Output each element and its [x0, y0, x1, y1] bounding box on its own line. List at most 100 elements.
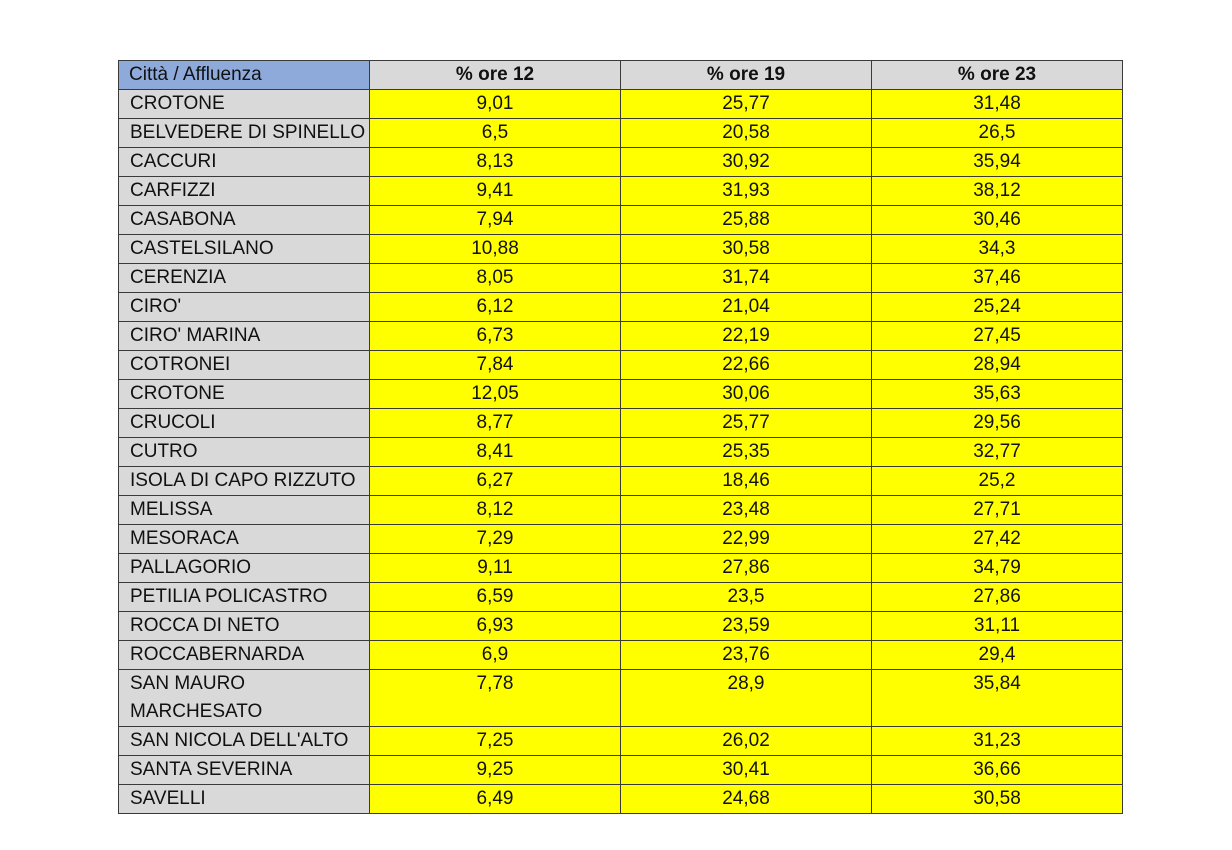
value-cell: 29,56 — [871, 408, 1123, 438]
value-cell: 9,11 — [369, 553, 621, 583]
city-cell: COTRONEI — [118, 350, 370, 380]
value-cell: 7,94 — [369, 205, 621, 235]
value-cell: 30,46 — [871, 205, 1123, 235]
value-cell: 35,63 — [871, 379, 1123, 409]
value-cell: 23,48 — [620, 495, 872, 525]
city-cell: SAVELLI — [118, 784, 370, 814]
value-cell: 24,68 — [620, 784, 872, 814]
value-cell: 7,78 — [369, 669, 621, 727]
value-cell: 30,58 — [871, 784, 1123, 814]
city-cell: CRUCOLI — [118, 408, 370, 438]
value-cell: 28,94 — [871, 350, 1123, 380]
value-cell: 31,48 — [871, 89, 1123, 119]
header-ore-12: % ore 12 — [369, 60, 621, 90]
city-cell: CUTRO — [118, 437, 370, 467]
value-cell: 27,42 — [871, 524, 1123, 554]
value-cell: 8,77 — [369, 408, 621, 438]
table-row: ROCCABERNARDA 6,9 23,76 29,4 — [118, 640, 1123, 670]
value-cell: 7,29 — [369, 524, 621, 554]
turnout-table: Città / Affluenza % ore 12 % ore 19 % or… — [118, 60, 1123, 814]
value-cell: 6,93 — [369, 611, 621, 641]
value-cell: 27,86 — [871, 582, 1123, 612]
city-cell: BELVEDERE DI SPINELLO — [118, 118, 370, 148]
value-cell: 30,58 — [620, 234, 872, 264]
city-cell: ROCCABERNARDA — [118, 640, 370, 670]
value-cell: 25,24 — [871, 292, 1123, 322]
table-row: BELVEDERE DI SPINELLO 6,5 20,58 26,5 — [118, 118, 1123, 148]
value-cell: 31,74 — [620, 263, 872, 293]
value-cell: 9,41 — [369, 176, 621, 206]
value-cell: 6,5 — [369, 118, 621, 148]
city-cell: MELISSA — [118, 495, 370, 525]
value-cell: 9,01 — [369, 89, 621, 119]
value-cell: 30,92 — [620, 147, 872, 177]
value-cell: 31,11 — [871, 611, 1123, 641]
value-cell: 29,4 — [871, 640, 1123, 670]
value-cell: 6,73 — [369, 321, 621, 351]
table-row: CUTRO 8,41 25,35 32,77 — [118, 437, 1123, 467]
table-row: MELISSA 8,12 23,48 27,71 — [118, 495, 1123, 525]
value-cell: 23,5 — [620, 582, 872, 612]
table-row: CACCURI 8,13 30,92 35,94 — [118, 147, 1123, 177]
value-cell: 25,77 — [620, 408, 872, 438]
value-cell: 20,58 — [620, 118, 872, 148]
value-cell: 25,77 — [620, 89, 872, 119]
city-cell: SANTA SEVERINA — [118, 755, 370, 785]
value-cell: 27,86 — [620, 553, 872, 583]
city-cell: CROTONE — [118, 89, 370, 119]
value-cell: 6,12 — [369, 292, 621, 322]
table-row: MESORACA 7,29 22,99 27,42 — [118, 524, 1123, 554]
city-cell: CERENZIA — [118, 263, 370, 293]
city-cell: CIRO' — [118, 292, 370, 322]
table-row: CIRO' 6,12 21,04 25,24 — [118, 292, 1123, 322]
value-cell: 6,49 — [369, 784, 621, 814]
table-row: CIRO' MARINA 6,73 22,19 27,45 — [118, 321, 1123, 351]
city-cell: CASTELSILANO — [118, 234, 370, 264]
value-cell: 12,05 — [369, 379, 621, 409]
header-ore-19: % ore 19 — [620, 60, 872, 90]
table-row: CERENZIA 8,05 31,74 37,46 — [118, 263, 1123, 293]
value-cell: 22,19 — [620, 321, 872, 351]
value-cell: 18,46 — [620, 466, 872, 496]
value-cell: 28,9 — [620, 669, 872, 727]
header-city: Città / Affluenza — [118, 60, 370, 90]
value-cell: 27,71 — [871, 495, 1123, 525]
value-cell: 8,12 — [369, 495, 621, 525]
value-cell: 30,41 — [620, 755, 872, 785]
city-cell: CACCURI — [118, 147, 370, 177]
value-cell: 25,35 — [620, 437, 872, 467]
value-cell: 23,76 — [620, 640, 872, 670]
table-row: ISOLA DI CAPO RIZZUTO 6,27 18,46 25,2 — [118, 466, 1123, 496]
value-cell: 23,59 — [620, 611, 872, 641]
table-row: ROCCA DI NETO 6,93 23,59 31,11 — [118, 611, 1123, 641]
table-row: SANTA SEVERINA 9,25 30,41 36,66 — [118, 755, 1123, 785]
value-cell: 7,25 — [369, 726, 621, 756]
value-cell: 22,99 — [620, 524, 872, 554]
value-cell: 22,66 — [620, 350, 872, 380]
value-cell: 10,88 — [369, 234, 621, 264]
header-row: Città / Affluenza % ore 12 % ore 19 % or… — [118, 60, 1123, 90]
city-cell: ROCCA DI NETO — [118, 611, 370, 641]
value-cell: 31,23 — [871, 726, 1123, 756]
city-cell: SAN NICOLA DELL'ALTO — [118, 726, 370, 756]
table-row: CRUCOLI 8,77 25,77 29,56 — [118, 408, 1123, 438]
table-row: SAN MAURO MARCHESATO 7,78 28,9 35,84 — [118, 669, 1123, 727]
value-cell: 21,04 — [620, 292, 872, 322]
value-cell: 37,46 — [871, 263, 1123, 293]
value-cell: 31,93 — [620, 176, 872, 206]
city-cell: CASABONA — [118, 205, 370, 235]
value-cell: 34,3 — [871, 234, 1123, 264]
city-cell: PETILIA POLICASTRO — [118, 582, 370, 612]
value-cell: 32,77 — [871, 437, 1123, 467]
city-cell: CARFIZZI — [118, 176, 370, 206]
value-cell: 6,27 — [369, 466, 621, 496]
value-cell: 26,5 — [871, 118, 1123, 148]
table-row: CASTELSILANO 10,88 30,58 34,3 — [118, 234, 1123, 264]
value-cell: 6,9 — [369, 640, 621, 670]
table-row: CROTONE 9,01 25,77 31,48 — [118, 89, 1123, 119]
value-cell: 36,66 — [871, 755, 1123, 785]
value-cell: 38,12 — [871, 176, 1123, 206]
city-cell: CIRO' MARINA — [118, 321, 370, 351]
value-cell: 25,2 — [871, 466, 1123, 496]
table-row: SAN NICOLA DELL'ALTO 7,25 26,02 31,23 — [118, 726, 1123, 756]
